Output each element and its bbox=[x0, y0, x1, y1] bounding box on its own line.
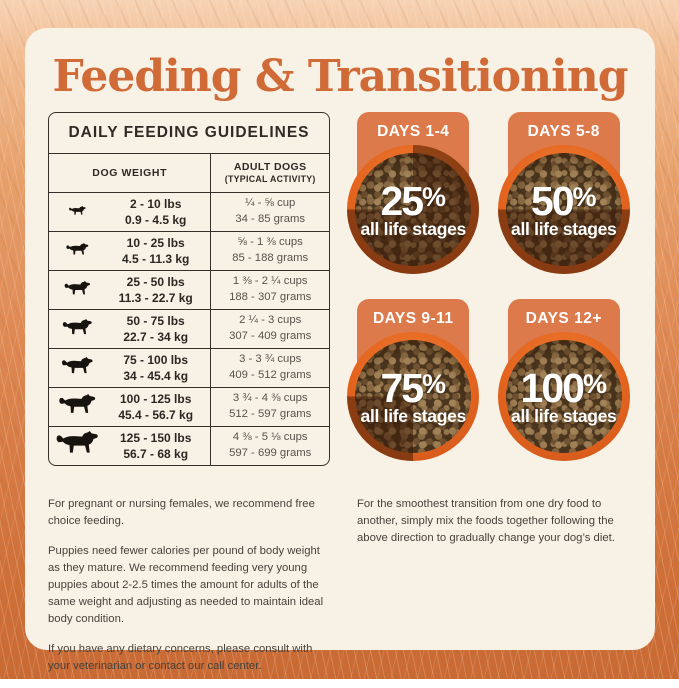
weight-lbs: 25 - 50 lbs bbox=[126, 275, 185, 289]
stage-label: all life stages bbox=[511, 218, 617, 239]
transition-step-4: DAYS 12+ 100% all life stages bbox=[496, 299, 633, 462]
transition-note: For the smoothest transition from one dr… bbox=[345, 496, 632, 687]
percent-sign: % bbox=[422, 181, 447, 212]
weight-kg: 22.7 - 34 kg bbox=[123, 330, 189, 345]
weight-lbs: 75 - 100 lbs bbox=[123, 353, 189, 367]
feeding-notes: For pregnant or nursing females, we reco… bbox=[48, 496, 330, 687]
stage-label: all life stages bbox=[511, 405, 617, 426]
amount-text: ¼ - ⅝ cup 34 - 85 grams bbox=[211, 193, 329, 231]
stage-label: all life stages bbox=[360, 218, 467, 239]
percent-value: 50 bbox=[530, 177, 575, 224]
footnotes: For pregnant or nursing females, we reco… bbox=[48, 496, 632, 687]
weight-lbs: 50 - 75 lbs bbox=[126, 314, 185, 328]
transition-step-2: DAYS 5-8 50% all life stages bbox=[496, 112, 633, 275]
col-header-adult-dogs: ADULT DOGS (TYPICAL ACTIVITY) bbox=[211, 154, 329, 192]
amount-grams: 409 - 512 grams bbox=[229, 369, 312, 382]
table-header-row: DOG WEIGHT ADULT DOGS (TYPICAL ACTIVITY) bbox=[49, 154, 329, 194]
weight-kg: 56.7 - 68 kg bbox=[123, 447, 189, 462]
weight-kg: 0.9 - 4.5 kg bbox=[125, 213, 187, 228]
transition-step-3: DAYS 9-11 75% all life stages bbox=[345, 299, 482, 462]
info-card: Feeding & Transitioning DAILY FEEDING GU… bbox=[25, 28, 655, 672]
amount-cups: 3 ¾ - 4 ⅜ cups bbox=[232, 392, 308, 405]
amount-grams: 597 - 699 grams bbox=[229, 447, 312, 460]
dog-icon bbox=[49, 243, 105, 259]
table-row: 50 - 75 lbs 22.7 - 34 kg 2 ¼ - 3 cups 30… bbox=[49, 310, 329, 350]
note-puppies: Puppies need fewer calories per pound of… bbox=[48, 545, 324, 625]
dog-icon bbox=[49, 206, 105, 218]
typical-activity-label: (TYPICAL ACTIVITY) bbox=[224, 174, 316, 185]
percent-sign: % bbox=[572, 181, 597, 212]
dog-icon bbox=[49, 318, 105, 340]
bowl-caption: 25% all life stages bbox=[347, 145, 479, 274]
shade-overlay bbox=[497, 145, 630, 275]
days-label: DAYS 12+ bbox=[525, 310, 602, 328]
days-label: DAYS 9-11 bbox=[372, 310, 454, 328]
feeding-table: DAILY FEEDING GUIDELINES DOG WEIGHT ADUL… bbox=[48, 112, 330, 467]
amount-grams: 85 - 188 grams bbox=[232, 252, 309, 265]
shade-overlay bbox=[497, 332, 630, 462]
col-header-dog-weight: DOG WEIGHT bbox=[49, 154, 212, 193]
table-row: 2 - 10 lbs 0.9 - 4.5 kg ¼ - ⅝ cup 34 - 8… bbox=[49, 193, 329, 233]
days-label: DAYS 5-8 bbox=[527, 123, 600, 141]
percent-value: 75 bbox=[380, 364, 424, 411]
table-title: DAILY FEEDING GUIDELINES bbox=[49, 113, 329, 155]
page-title: Feeding & Transitioning bbox=[52, 51, 629, 102]
bowl-caption: 50% all life stages bbox=[498, 145, 630, 274]
table-row: 100 - 125 lbs 45.4 - 56.7 kg 3 ¾ - 4 ⅜ c… bbox=[49, 388, 329, 428]
percent-value: 25 bbox=[380, 177, 424, 224]
amount-grams: 34 - 85 grams bbox=[235, 213, 306, 226]
amount-cups: ⅝ - 1 ⅜ cups bbox=[237, 236, 303, 249]
weight-kg: 45.4 - 56.7 kg bbox=[118, 408, 194, 423]
percent-value: 100 bbox=[520, 364, 585, 411]
shade-overlay bbox=[347, 332, 480, 462]
table-row: 10 - 25 lbs 4.5 - 11.3 kg ⅝ - 1 ⅜ cups 8… bbox=[49, 232, 329, 272]
amount-grams: 307 - 409 grams bbox=[229, 330, 312, 343]
amount-cups: 2 ¼ - 3 cups bbox=[239, 314, 302, 327]
food-bowl: 50% all life stages bbox=[497, 145, 630, 275]
note-dietary: If you have any dietary concerns, please… bbox=[48, 642, 313, 672]
days-label: DAYS 1-4 bbox=[377, 123, 450, 141]
amount-grams: 188 - 307 grams bbox=[229, 291, 312, 304]
weight-lbs: 125 - 150 lbs bbox=[120, 431, 192, 445]
food-bowl: 75% all life stages bbox=[347, 332, 480, 462]
transition-grid: DAYS 1-4 25% all life stages DAYS 5-8 bbox=[345, 112, 632, 466]
note-pregnant: For pregnant or nursing females, we reco… bbox=[48, 498, 315, 528]
content-columns: DAILY FEEDING GUIDELINES DOG WEIGHT ADUL… bbox=[48, 112, 632, 467]
table-row: 125 - 150 lbs 56.7 - 68 kg 4 ⅜ - 5 ⅛ cup… bbox=[49, 427, 329, 466]
food-bowl: 25% all life stages bbox=[347, 145, 480, 275]
table-row: 75 - 100 lbs 34 - 45.4 kg 3 - 3 ¾ cups 4… bbox=[49, 349, 329, 389]
percent-sign: % bbox=[422, 368, 447, 399]
dog-icon bbox=[49, 280, 105, 300]
weight-kg: 34 - 45.4 kg bbox=[123, 369, 189, 384]
adult-dogs-label: ADULT DOGS bbox=[233, 161, 307, 174]
amount-cups: 1 ⅜ - 2 ¼ cups bbox=[232, 275, 308, 288]
dog-icon bbox=[49, 431, 105, 461]
weight-text: 2 - 10 lbs 0.9 - 4.5 kg bbox=[105, 196, 210, 228]
weight-kg: 11.3 - 22.7 kg bbox=[118, 291, 193, 306]
note-transition: For the smoothest transition from one dr… bbox=[357, 498, 615, 545]
dog-icon bbox=[49, 394, 105, 420]
shade-overlay bbox=[347, 145, 480, 275]
amount-cups: 3 - 3 ¾ cups bbox=[239, 353, 302, 366]
dog-icon bbox=[49, 356, 105, 379]
stage-label: all life stages bbox=[360, 405, 467, 426]
bowl-caption: 75% all life stages bbox=[347, 332, 479, 461]
weight-lbs: 100 - 125 lbs bbox=[120, 392, 192, 406]
food-bowl: 100% all life stages bbox=[497, 332, 630, 462]
amount-grams: 512 - 597 grams bbox=[229, 408, 312, 421]
weight-lbs: 10 - 25 lbs bbox=[126, 236, 185, 250]
weight-kg: 4.5 - 11.3 kg bbox=[122, 252, 190, 267]
amount-cups: ¼ - ⅝ cup bbox=[245, 197, 296, 210]
percent-sign: % bbox=[582, 368, 607, 399]
amount-cups: 4 ⅜ - 5 ⅛ cups bbox=[232, 431, 308, 444]
weight-lbs: 2 - 10 lbs bbox=[130, 197, 182, 211]
bowl-caption: 100% all life stages bbox=[498, 332, 630, 461]
table-row: 25 - 50 lbs 11.3 - 22.7 kg 1 ⅜ - 2 ¼ cup… bbox=[49, 271, 329, 311]
transition-step-1: DAYS 1-4 25% all life stages bbox=[345, 112, 482, 275]
